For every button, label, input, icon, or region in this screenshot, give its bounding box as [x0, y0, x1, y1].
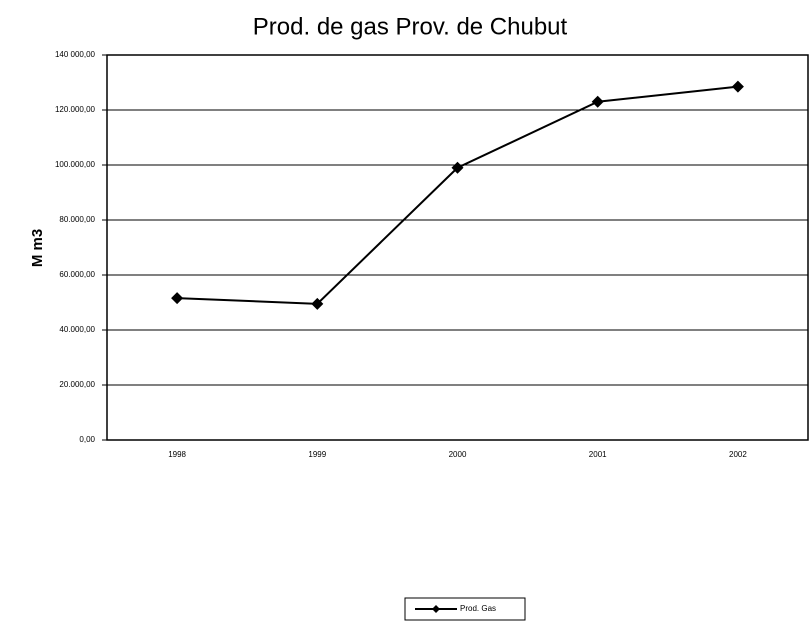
marker [591, 95, 604, 108]
y-tick-label: 60.000,00 [59, 270, 95, 279]
series-line [177, 85, 739, 305]
y-tick-label: 20.000,00 [59, 380, 95, 389]
y-tick-label: 120.000,00 [55, 105, 96, 114]
x-tick-label: 1998 [168, 450, 186, 459]
marker [311, 297, 324, 310]
legend-box [404, 597, 526, 621]
x-tick-label: 1999 [308, 450, 326, 459]
legend-label: Prod. Gas [460, 604, 496, 613]
x-tick-label: 2001 [589, 450, 607, 459]
x-tick-label: 2002 [729, 450, 747, 459]
y-tick-label: 40.000,00 [59, 325, 95, 334]
marker [451, 161, 464, 174]
y-tick-label: 100.000,00 [55, 160, 96, 169]
chart-title: Prod. de gas Prov. de Chubut [253, 13, 568, 40]
marker [731, 80, 744, 93]
x-tick-label: 2000 [449, 450, 467, 459]
legend-marker [432, 605, 440, 613]
plot-area [106, 54, 809, 441]
y-tick-label: 140 000,00 [55, 50, 96, 59]
marker [171, 292, 184, 305]
y-tick-label: 0,00 [79, 435, 95, 444]
y-tick-label: 80.000,00 [59, 215, 95, 224]
y-axis-label: M m3 [29, 229, 46, 267]
